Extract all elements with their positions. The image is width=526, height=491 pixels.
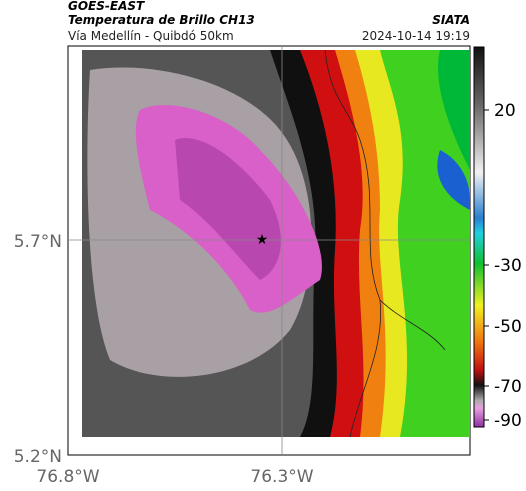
colorbar-label: -30 — [494, 256, 522, 276]
lon-label: 76.8°W — [36, 467, 99, 487]
lat-label: 5.7°N — [14, 232, 62, 252]
colorbar-ticks: 20 -30 -50 -70 -90 — [484, 101, 522, 431]
route: Vía Medellín - Quibdó 50km — [68, 29, 234, 43]
satellite: GOES-EAST — [68, 0, 145, 13]
colorbar — [473, 46, 485, 428]
colorbar-label: -70 — [494, 377, 522, 397]
timestamp: 2024-10-14 19:19 — [362, 29, 470, 43]
colorbar-label: -90 — [494, 411, 522, 431]
lon-label: 76.3°W — [250, 467, 313, 487]
map: ★ — [67, 45, 471, 456]
colorbar-label: -50 — [494, 317, 522, 337]
product: Temperatura de Brillo CH13 — [68, 13, 255, 27]
source: SIATA — [432, 13, 470, 27]
lat-label: 5.2°N — [14, 447, 62, 467]
colorbar-label: 20 — [494, 101, 516, 121]
svg-text:★: ★ — [256, 232, 269, 248]
